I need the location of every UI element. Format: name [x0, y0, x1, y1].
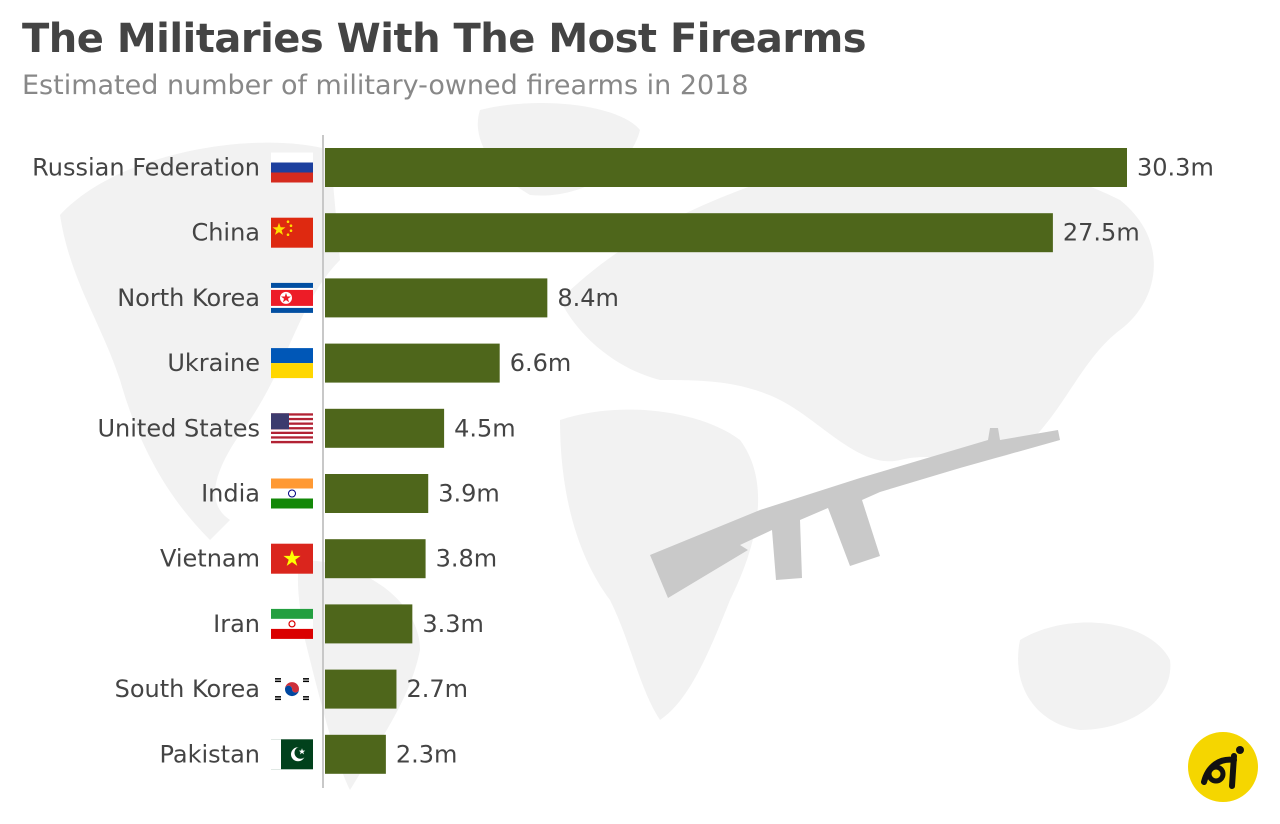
value-label: 4.5m	[454, 414, 516, 442]
category-label: Pakistan	[160, 740, 261, 768]
bar	[325, 408, 445, 448]
category-label: Ukraine	[167, 349, 260, 377]
pakistan-flag-icon	[271, 739, 313, 770]
bar	[325, 213, 1053, 253]
north-korea-flag-icon	[271, 282, 313, 313]
value-label: 30.3m	[1137, 154, 1214, 182]
value-label: 3.8m	[436, 545, 498, 573]
category-label: North Korea	[117, 284, 260, 312]
category-label: South Korea	[115, 675, 260, 703]
bar	[325, 474, 429, 513]
value-label: 2.3m	[396, 740, 458, 768]
bar	[325, 539, 426, 579]
south-korea-flag-icon	[271, 674, 313, 705]
bar-row: India 3.9m	[201, 474, 500, 513]
value-label: 8.4m	[557, 284, 619, 312]
bar-row: China 27.5m	[191, 213, 1140, 253]
category-label: United States	[97, 414, 260, 442]
value-label: 27.5m	[1063, 219, 1140, 247]
bar	[325, 669, 397, 709]
bar	[325, 148, 1127, 187]
bar-row: South Korea 2.7m	[115, 669, 468, 709]
bar-row: Pakistan 2.3m	[160, 734, 458, 774]
rifle-icon	[650, 428, 1060, 598]
category-label: India	[201, 480, 260, 508]
chart-title: The Militaries With The Most Firearms	[22, 16, 867, 62]
bar-row: Iran 3.3m	[213, 604, 484, 644]
chart-subtitle: Estimated number of military-owned firea…	[22, 70, 749, 101]
bar-row: Vietnam 3.8m	[160, 539, 498, 579]
vietnam-flag-icon	[271, 543, 313, 574]
bar-row: United States 4.5m	[97, 408, 516, 448]
value-label: 3.3m	[422, 610, 484, 638]
bar	[325, 734, 386, 774]
russia-flag-icon	[271, 152, 313, 183]
category-label: Russian Federation	[32, 154, 260, 182]
bar	[325, 278, 548, 318]
category-label: Iran	[213, 610, 260, 638]
iran-flag-icon	[270, 608, 314, 640]
india-flag-icon	[270, 478, 314, 509]
bar	[325, 604, 413, 644]
bar	[325, 343, 500, 383]
bar-row: Russian Federation 30.3m	[32, 148, 1214, 187]
ukraine-flag-icon	[271, 348, 313, 379]
value-label: 3.9m	[438, 480, 500, 508]
value-label: 2.7m	[406, 675, 468, 703]
bar-row: North Korea 8.4m	[117, 278, 619, 318]
category-label: Vietnam	[160, 545, 260, 573]
value-label: 6.6m	[510, 349, 572, 377]
usa-flag-icon	[271, 413, 313, 444]
watermark-logo	[1188, 732, 1258, 802]
china-flag-icon	[271, 217, 313, 248]
bar-row: Ukraine 6.6m	[167, 343, 572, 383]
category-label: China	[191, 219, 260, 247]
